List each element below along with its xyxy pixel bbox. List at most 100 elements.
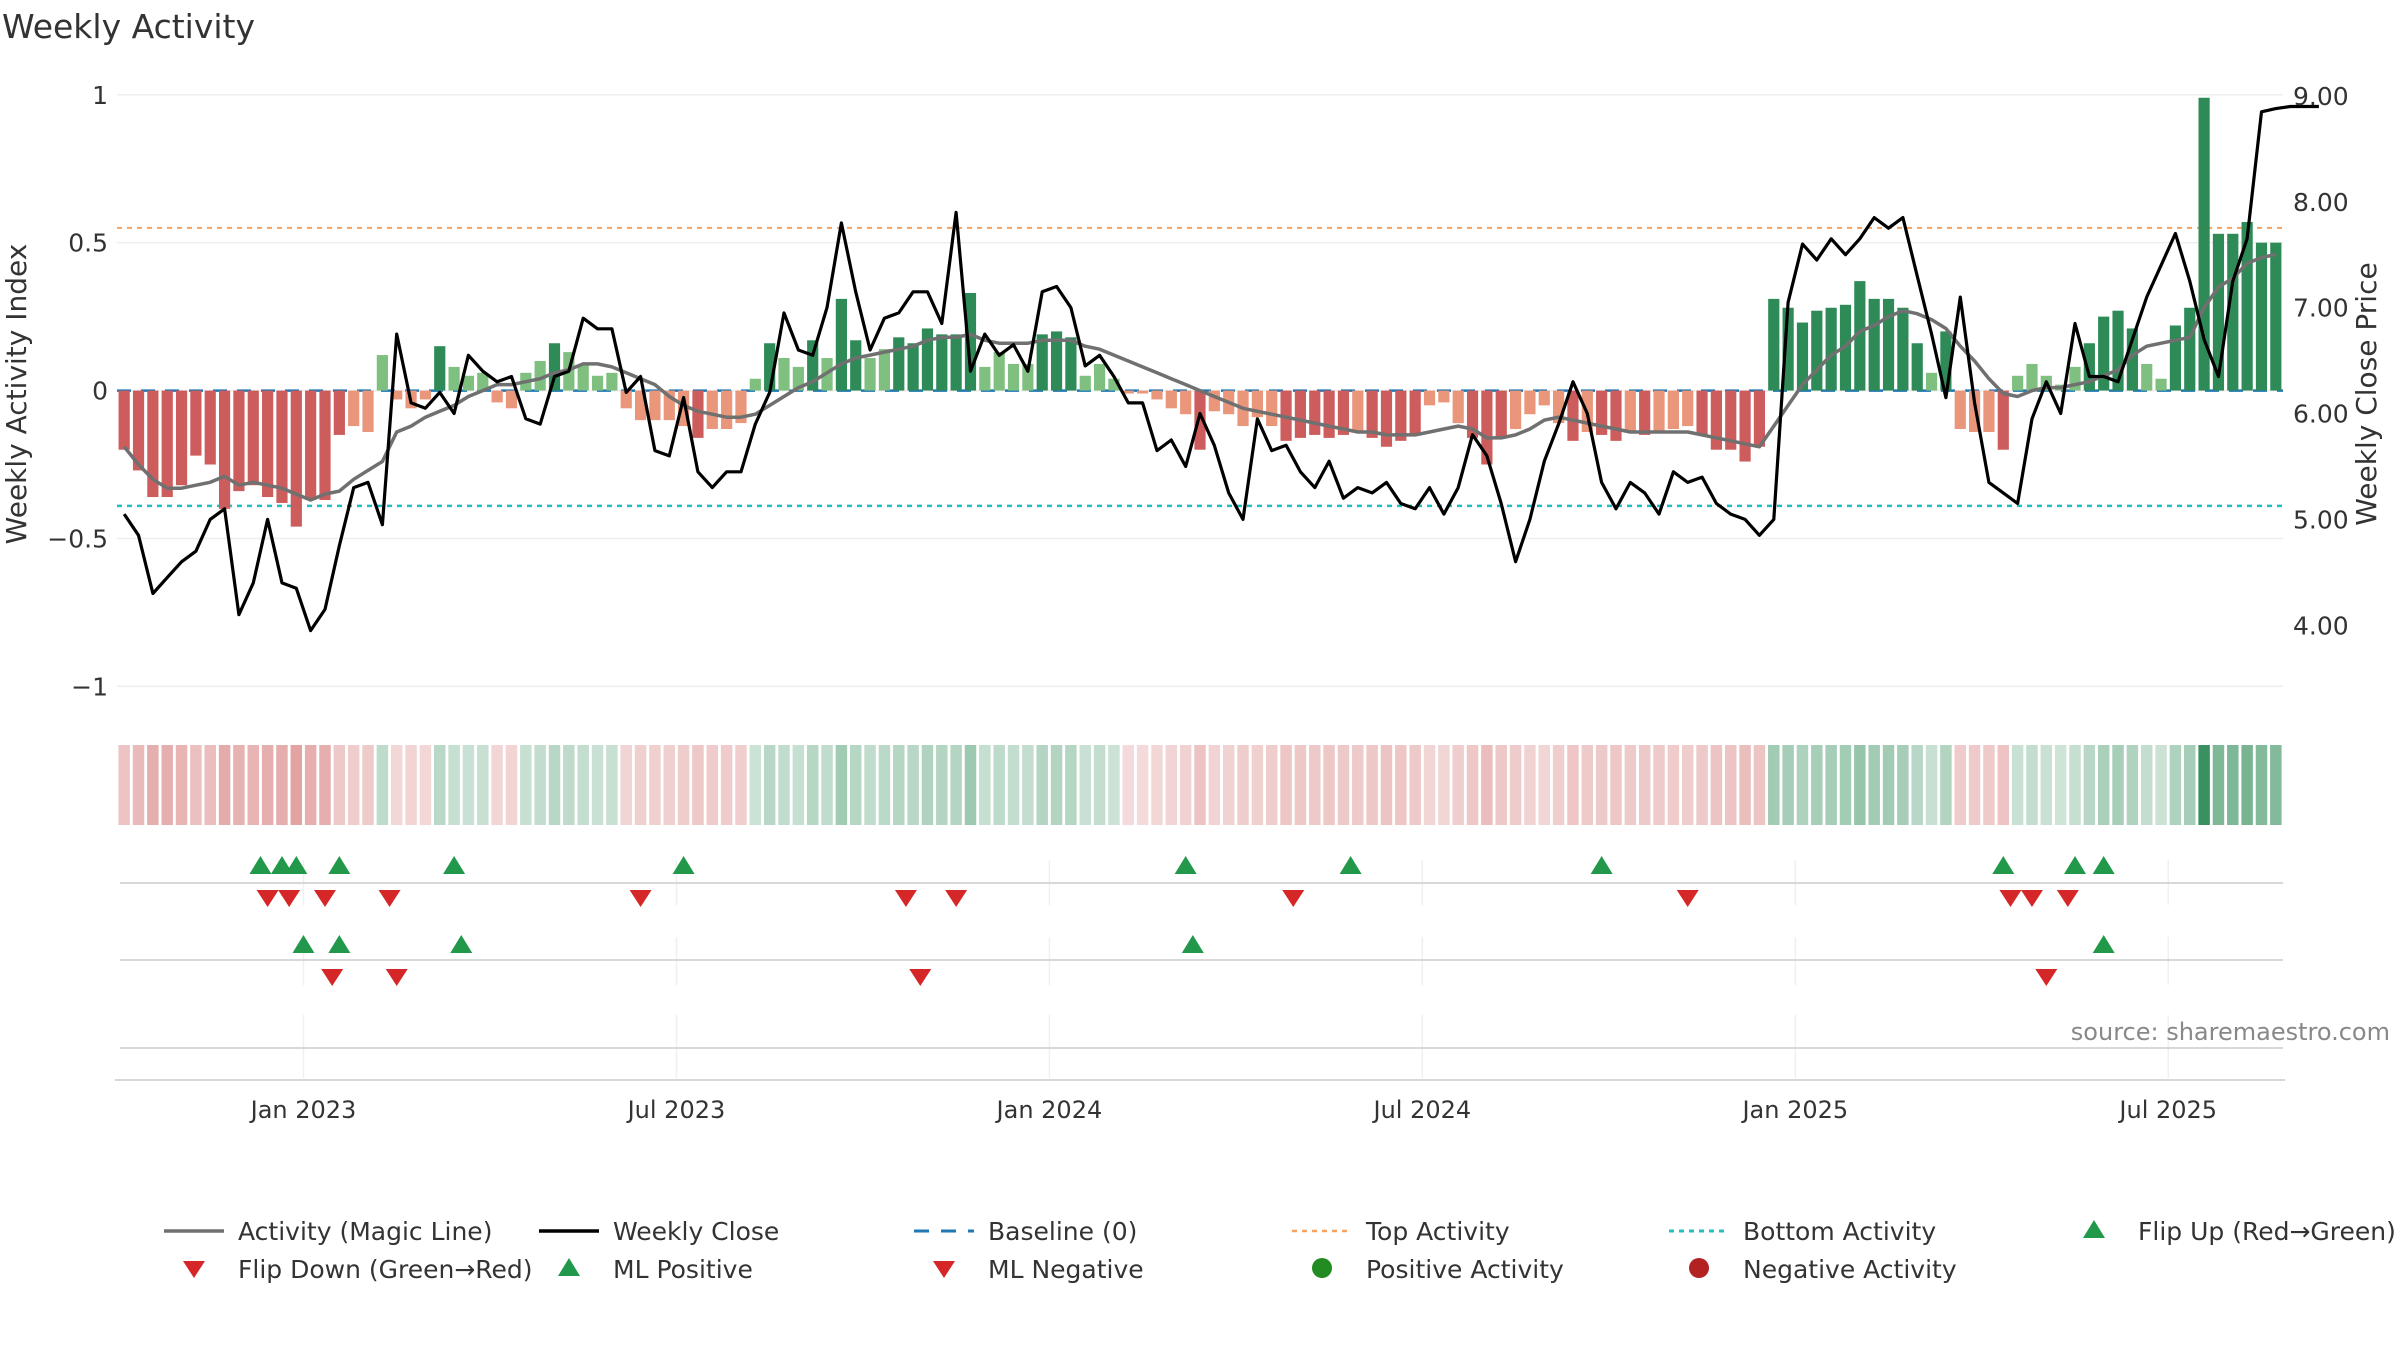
heat-strip-cell bbox=[778, 745, 790, 825]
heat-strip-cell bbox=[161, 745, 173, 825]
legend-label: ML Negative bbox=[988, 1255, 1144, 1284]
activity-bar bbox=[1194, 390, 1206, 450]
heat-strip-cell bbox=[132, 745, 145, 825]
activity-bar bbox=[118, 390, 130, 450]
heat-strip-cell bbox=[1882, 745, 1895, 825]
heat-strip-cell bbox=[304, 745, 317, 825]
heat-strip-cell bbox=[1022, 745, 1034, 825]
activity-bar bbox=[620, 390, 632, 409]
activity-bar bbox=[893, 337, 905, 391]
heat-strip-cell bbox=[1136, 745, 1149, 825]
heat-strip-cell bbox=[2255, 745, 2268, 825]
activity-bar bbox=[1180, 390, 1192, 415]
activity-bar bbox=[1954, 390, 1966, 430]
activity-bar bbox=[735, 390, 747, 424]
legend-label: Bottom Activity bbox=[1743, 1217, 1936, 1246]
y2-tick-label: 6.00 bbox=[2293, 400, 2349, 429]
chart-title: Weekly Activity bbox=[2, 7, 255, 46]
legend-swatch bbox=[1689, 1258, 1709, 1278]
heat-strip-cell bbox=[563, 745, 575, 825]
ml-negative-marker bbox=[909, 969, 932, 986]
activity-bar bbox=[276, 390, 288, 503]
heat-strip-cell bbox=[1179, 745, 1192, 825]
heat-strip-cell bbox=[1653, 745, 1665, 825]
y2-tick-label: 4.00 bbox=[2293, 611, 2349, 640]
heat-strip-cell bbox=[1007, 745, 1020, 825]
heat-strip-cell bbox=[692, 745, 704, 825]
heat-strip-cell bbox=[1409, 745, 1421, 825]
heat-strip-cell bbox=[2011, 745, 2024, 825]
heat-strip-cell bbox=[1710, 745, 1723, 825]
legend: Activity (Magic Line) Weekly Close Baselin… bbox=[164, 1217, 2396, 1284]
heat-strip-cell bbox=[1165, 745, 1178, 825]
heat-strip-cell bbox=[247, 745, 260, 825]
heat-strip-cell bbox=[577, 745, 589, 825]
legend-item: Baseline (0) bbox=[914, 1217, 1137, 1246]
activity-bar bbox=[1151, 390, 1163, 400]
ml-positive-marker bbox=[292, 935, 315, 953]
activity-bar bbox=[1122, 390, 1134, 394]
legend-item: Weekly Close bbox=[539, 1217, 779, 1246]
activity-bar bbox=[1768, 298, 1780, 391]
activity-bar bbox=[663, 390, 675, 421]
heat-strip-cell bbox=[2040, 745, 2053, 825]
flip-up-marker bbox=[1174, 856, 1197, 874]
flip-up-marker bbox=[249, 856, 272, 874]
legend-swatch bbox=[183, 1261, 205, 1278]
heat-strip-cell bbox=[620, 745, 632, 825]
heat-strip-cell bbox=[649, 745, 661, 825]
activity-bar bbox=[1796, 322, 1809, 391]
activity-bar bbox=[376, 355, 388, 391]
ml-positive-marker bbox=[450, 935, 473, 953]
activity-bar bbox=[2098, 316, 2110, 391]
y2-axis-label: Weekly Close Price bbox=[2350, 262, 2383, 525]
activity-bar bbox=[2241, 221, 2253, 391]
legend-item: Activity (Magic Line) bbox=[164, 1217, 492, 1246]
heat-strip-cell bbox=[1696, 745, 1708, 825]
flip-down-marker bbox=[629, 890, 652, 907]
activity-bar bbox=[950, 334, 962, 391]
activity-bar bbox=[2069, 366, 2081, 391]
activity-bar bbox=[1251, 390, 1263, 418]
activity-bar bbox=[1854, 281, 1866, 391]
activity-bar bbox=[1380, 390, 1393, 447]
signal-markers bbox=[249, 856, 2115, 986]
heat-strip-cell bbox=[634, 745, 647, 825]
activity-bar bbox=[2184, 307, 2196, 391]
ml-positive-marker bbox=[2092, 935, 2115, 953]
heat-strip-cell bbox=[1265, 745, 1278, 825]
activity-bar bbox=[1553, 390, 1565, 424]
heat-strip-cell bbox=[233, 745, 245, 825]
activity-bar bbox=[175, 390, 188, 486]
activity-bar bbox=[792, 366, 804, 391]
activity-bar bbox=[1495, 390, 1507, 438]
activity-bar bbox=[979, 366, 991, 391]
activity-bar bbox=[233, 390, 245, 492]
legend-label: Positive Activity bbox=[1366, 1255, 1564, 1284]
legend-item: Bottom Activity bbox=[1669, 1217, 1936, 1246]
heat-strip-cell bbox=[1222, 745, 1235, 825]
heat-strip-cell bbox=[1481, 745, 1493, 825]
heat-strip-cell bbox=[2155, 745, 2167, 825]
heat-strip-cell bbox=[118, 745, 130, 825]
flip-up-marker bbox=[1339, 856, 1362, 874]
heat-strip-cell bbox=[276, 745, 288, 825]
legend-label: Baseline (0) bbox=[988, 1217, 1137, 1246]
magic-line bbox=[122, 252, 2277, 502]
activity-bar bbox=[692, 390, 704, 438]
heat-strip-cell bbox=[720, 745, 733, 825]
activity-bar bbox=[577, 363, 589, 391]
activity-bar bbox=[1007, 363, 1020, 391]
activity-bar bbox=[1825, 307, 1837, 391]
activity-bar bbox=[1725, 390, 1737, 450]
heat-strip-cell bbox=[1380, 745, 1393, 825]
activity-bar bbox=[1653, 390, 1665, 432]
activity-bar bbox=[634, 390, 647, 421]
activity-bar bbox=[1079, 375, 1091, 391]
heat-strip-cell bbox=[1753, 745, 1766, 825]
ml-negative-marker bbox=[321, 969, 344, 986]
heat-strip-cell bbox=[1624, 745, 1637, 825]
legend-item: Positive Activity bbox=[1312, 1255, 1564, 1284]
activity-bar bbox=[2212, 233, 2225, 391]
legend-item: ML Positive bbox=[558, 1255, 753, 1284]
